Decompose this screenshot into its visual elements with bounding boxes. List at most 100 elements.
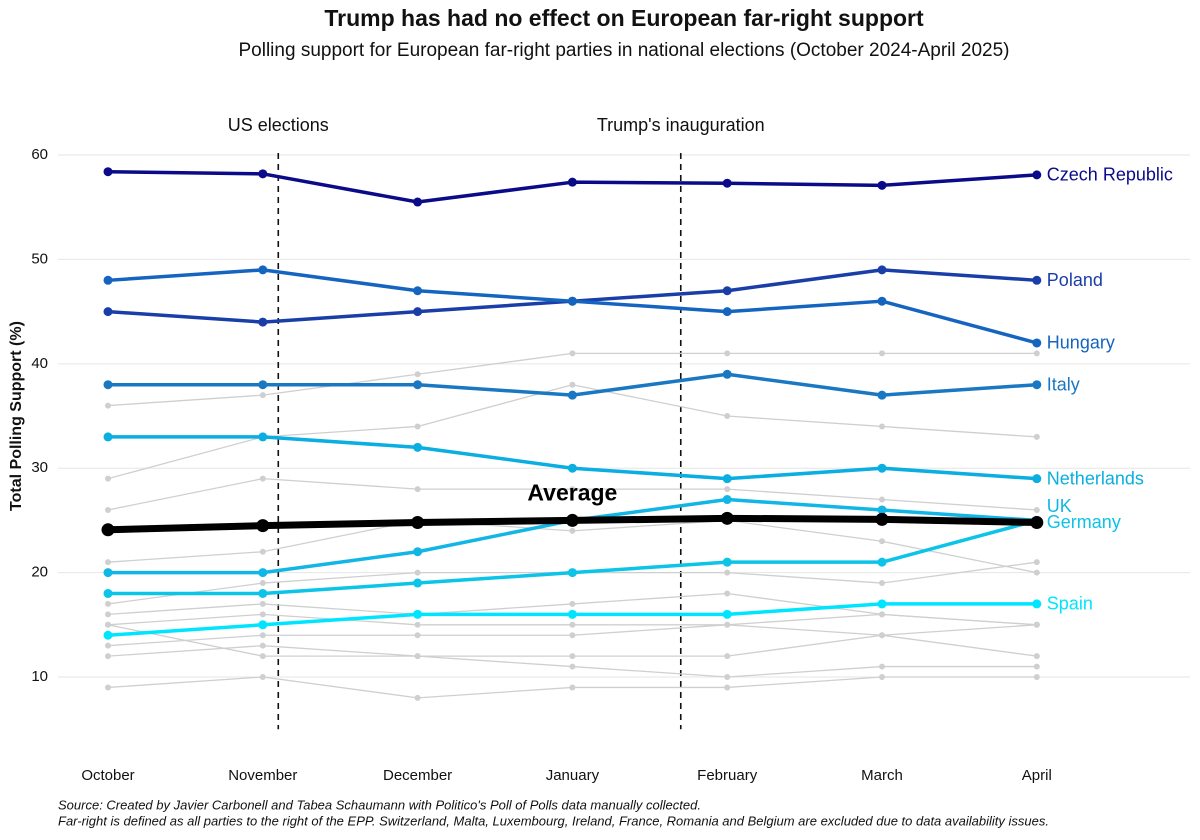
point — [258, 380, 268, 390]
y-tick-label: 10 — [31, 668, 48, 685]
point — [103, 307, 113, 317]
point — [411, 516, 425, 530]
point — [101, 523, 115, 537]
average-label: Average — [527, 479, 617, 505]
point — [879, 580, 885, 587]
point — [565, 513, 579, 527]
series-line — [107, 624, 1037, 657]
x-tick-label: October — [81, 767, 134, 784]
point — [413, 380, 423, 390]
x-tick-label: December — [383, 767, 452, 784]
point — [877, 265, 887, 275]
chart-subtitle: Polling support for European far-right p… — [239, 40, 1010, 61]
point — [569, 381, 576, 388]
point — [1033, 350, 1040, 357]
point — [259, 642, 266, 649]
point — [414, 371, 421, 378]
series-line — [107, 602, 1037, 637]
point — [413, 547, 423, 557]
point — [569, 684, 576, 691]
point — [567, 568, 577, 578]
event-label: US elections — [228, 115, 329, 135]
point — [258, 265, 268, 275]
point — [259, 632, 266, 639]
series-line — [107, 592, 1037, 626]
series-line — [107, 268, 1038, 345]
y-tick-label: 30 — [31, 459, 48, 476]
point — [105, 653, 111, 660]
point — [724, 674, 731, 681]
point — [105, 506, 111, 513]
series-label: Germany — [1047, 512, 1121, 532]
point — [879, 350, 885, 357]
point — [879, 611, 885, 618]
point — [567, 296, 577, 306]
x-tick-label: November — [228, 767, 297, 784]
point — [103, 275, 113, 285]
point — [569, 486, 576, 493]
event-label: Trump's inauguration — [597, 115, 765, 135]
point — [879, 663, 885, 670]
x-tick-label: April — [1022, 767, 1052, 784]
point — [875, 512, 889, 526]
point — [722, 307, 732, 317]
point — [413, 307, 423, 317]
point — [722, 557, 732, 567]
point — [259, 600, 266, 607]
point — [724, 621, 731, 628]
series-label: Netherlands — [1047, 468, 1144, 488]
point — [413, 578, 423, 588]
point — [256, 519, 270, 533]
point — [877, 599, 887, 609]
point — [1032, 599, 1042, 609]
x-tick-label: January — [546, 767, 600, 784]
point — [105, 642, 111, 649]
y-tick-label: 20 — [31, 564, 48, 581]
point — [569, 653, 576, 660]
point — [1032, 170, 1042, 180]
point — [1033, 621, 1040, 628]
point — [877, 557, 887, 567]
series-label: UK — [1047, 496, 1072, 516]
series-label: Hungary — [1047, 333, 1115, 353]
point — [258, 568, 268, 578]
point — [1033, 433, 1040, 440]
point — [879, 423, 885, 430]
point — [567, 177, 577, 187]
point — [103, 432, 113, 442]
point — [103, 588, 113, 598]
point — [1032, 474, 1042, 484]
point — [413, 609, 423, 619]
point — [414, 632, 421, 639]
point — [258, 317, 268, 327]
y-axis-label: Total Polling Support (%) — [8, 321, 25, 511]
point — [1030, 516, 1044, 530]
point — [105, 559, 111, 566]
point — [414, 569, 421, 576]
point — [722, 609, 732, 619]
point — [722, 474, 732, 484]
point — [105, 402, 111, 409]
point — [414, 423, 421, 430]
series-line — [107, 268, 1037, 324]
point — [258, 620, 268, 630]
point — [259, 548, 266, 555]
point — [724, 590, 731, 597]
point — [724, 653, 731, 660]
point — [1033, 663, 1040, 670]
series-line — [108, 497, 1037, 575]
point — [259, 475, 266, 482]
point — [105, 600, 111, 607]
point — [105, 621, 111, 628]
point — [1033, 653, 1040, 660]
point — [103, 630, 113, 640]
point — [724, 413, 731, 420]
point — [720, 511, 734, 525]
point — [259, 653, 266, 660]
series-line — [107, 624, 1037, 657]
point — [414, 694, 421, 701]
point — [105, 684, 111, 691]
point — [879, 496, 885, 503]
source: Source: Created by Javier Carbonell and … — [58, 797, 701, 812]
point — [1033, 674, 1040, 681]
